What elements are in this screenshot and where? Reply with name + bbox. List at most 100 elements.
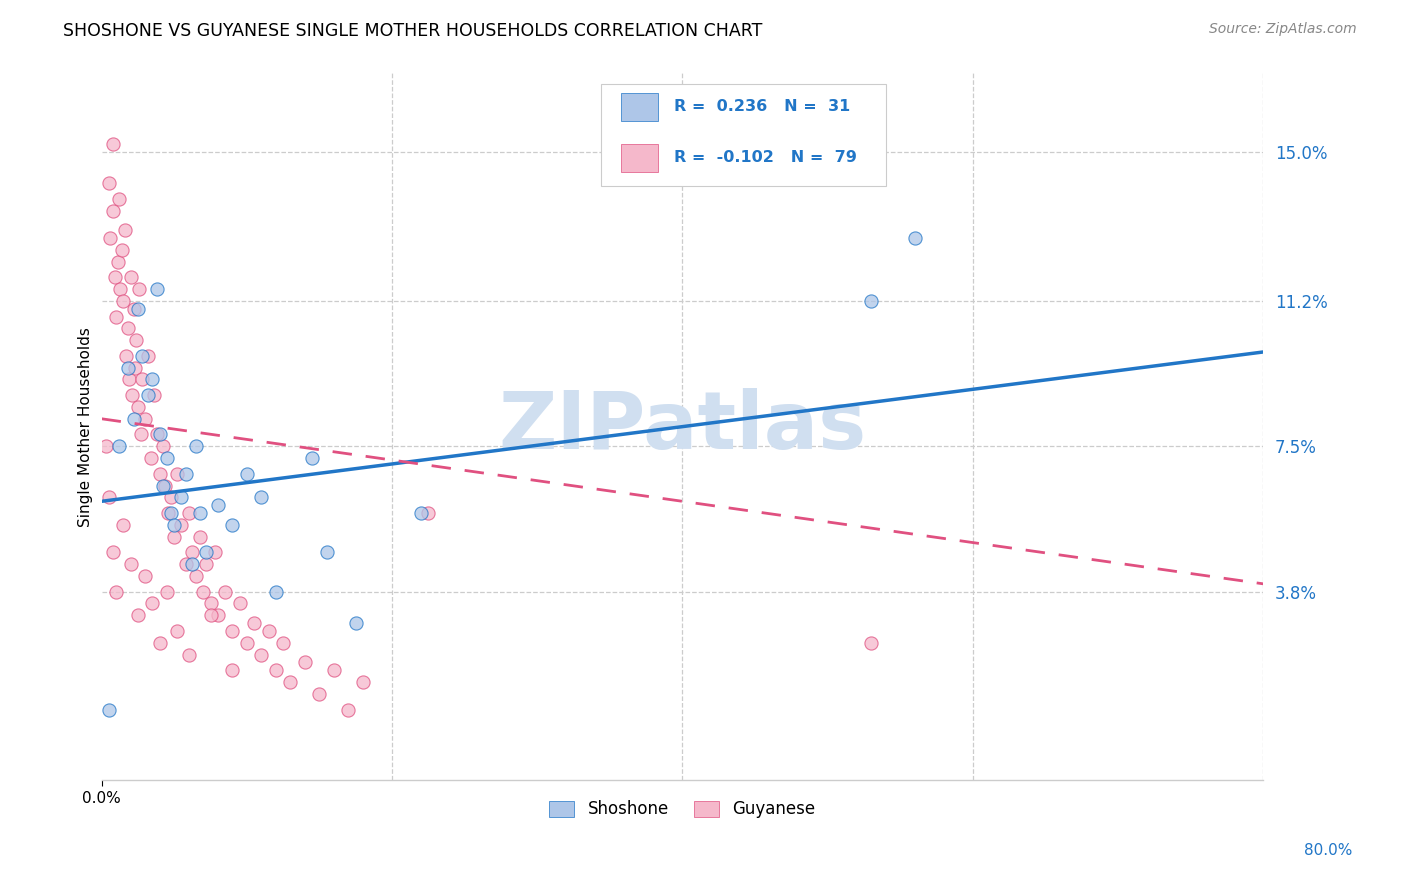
Point (337, 702, 360, 716)
Point (125, 333, 148, 347)
Point (163, 517, 186, 532)
Point (104, 270, 127, 285)
FancyBboxPatch shape (621, 93, 658, 121)
Point (315, 545, 337, 559)
FancyBboxPatch shape (602, 84, 886, 186)
Point (214, 584, 236, 599)
Point (114, 223, 136, 237)
Point (180, 545, 202, 559)
Point (243, 616, 266, 631)
Point (121, 388, 143, 402)
Point (152, 439, 174, 453)
Point (170, 491, 193, 505)
Point (221, 663, 243, 677)
Point (122, 411, 145, 425)
FancyBboxPatch shape (621, 144, 658, 172)
Point (103, 545, 125, 559)
Point (149, 467, 172, 481)
Point (160, 506, 183, 520)
Point (174, 467, 197, 481)
Point (228, 597, 250, 611)
Point (120, 557, 142, 571)
Point (174, 557, 197, 571)
Point (134, 411, 156, 425)
Point (207, 608, 229, 623)
Point (860, 636, 883, 650)
Point (127, 400, 149, 414)
Text: R =  0.236   N =  31: R = 0.236 N = 31 (675, 99, 851, 114)
Point (136, 349, 159, 363)
Point (250, 491, 273, 505)
Point (170, 517, 193, 532)
Point (128, 282, 150, 296)
Point (156, 584, 179, 599)
Point (103, 136, 125, 151)
Point (97, 176, 120, 190)
Point (120, 270, 142, 285)
Point (322, 663, 344, 677)
Point (141, 597, 163, 611)
Point (141, 372, 163, 386)
Point (105, 584, 128, 599)
Y-axis label: Single Mother Households: Single Mother Households (79, 326, 93, 526)
Point (264, 584, 287, 599)
Point (294, 656, 316, 670)
Point (352, 675, 374, 690)
Point (112, 517, 135, 532)
Point (184, 569, 207, 583)
Point (409, 506, 432, 520)
Point (200, 597, 222, 611)
Point (97, 702, 120, 716)
Point (418, 506, 440, 520)
Point (195, 545, 218, 559)
Point (177, 506, 200, 520)
Point (257, 624, 280, 638)
Point (184, 439, 207, 453)
Point (166, 624, 188, 638)
Point (131, 372, 153, 386)
Point (301, 451, 323, 466)
Point (117, 360, 139, 375)
Text: R =  -0.102   N =  79: R = -0.102 N = 79 (675, 151, 858, 165)
Point (146, 282, 169, 296)
Point (163, 530, 186, 544)
Point (250, 648, 273, 662)
Point (124, 360, 146, 375)
Point (155, 478, 177, 492)
Point (115, 349, 138, 363)
Point (117, 321, 139, 335)
Point (160, 491, 183, 505)
Point (129, 427, 152, 442)
Point (136, 388, 159, 402)
Point (904, 231, 927, 245)
Point (149, 427, 172, 442)
Point (122, 301, 145, 316)
Point (111, 243, 134, 257)
Point (180, 557, 202, 571)
Point (166, 467, 188, 481)
Point (127, 301, 149, 316)
Point (344, 616, 367, 631)
Point (280, 675, 302, 690)
Point (107, 254, 129, 268)
Point (127, 608, 149, 623)
Point (188, 530, 211, 544)
Point (200, 608, 222, 623)
Point (207, 498, 229, 512)
Point (188, 506, 211, 520)
Point (195, 557, 218, 571)
Point (308, 687, 330, 701)
Point (152, 478, 174, 492)
Point (103, 203, 125, 218)
Point (193, 584, 215, 599)
Text: SHOSHONE VS GUYANESE SINGLE MOTHER HOUSEHOLDS CORRELATION CHART: SHOSHONE VS GUYANESE SINGLE MOTHER HOUSE… (63, 22, 762, 40)
Point (860, 293, 883, 308)
Point (131, 349, 153, 363)
Point (221, 624, 243, 638)
Point (264, 663, 287, 677)
Point (204, 545, 226, 559)
Point (149, 636, 172, 650)
Point (118, 372, 141, 386)
Point (108, 192, 131, 206)
Point (112, 293, 135, 308)
